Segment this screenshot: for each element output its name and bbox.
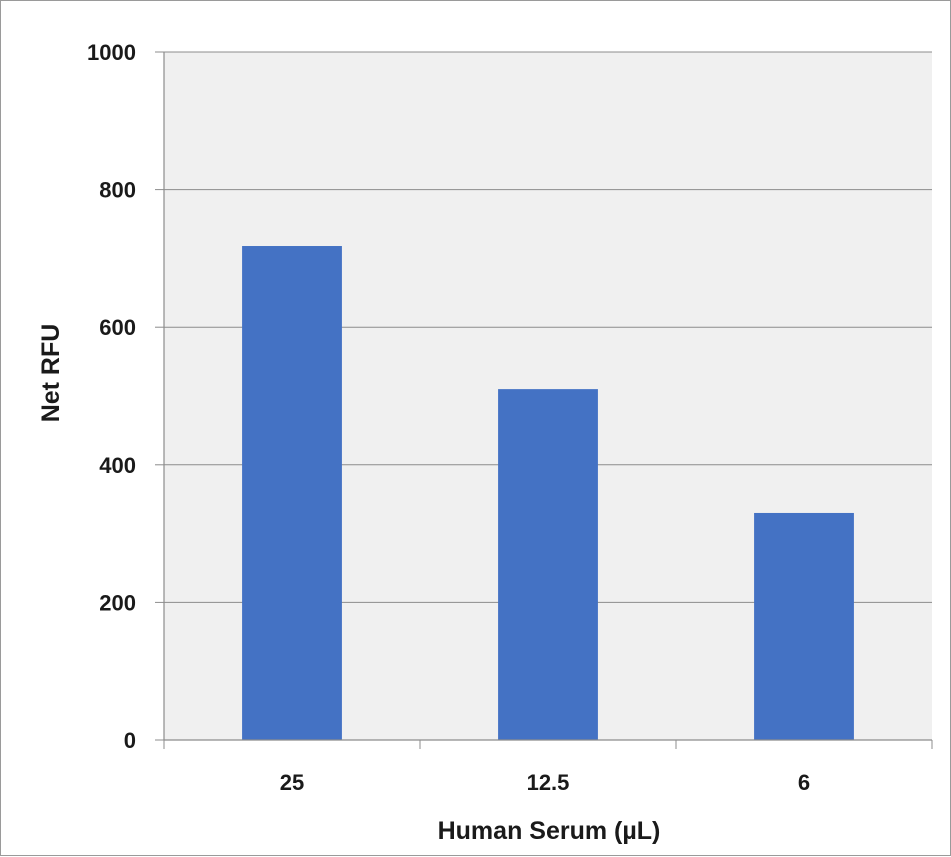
x-tick-label: 12.5	[527, 770, 570, 795]
y-tick-label: 800	[99, 178, 136, 203]
axes	[163, 52, 933, 749]
bar	[498, 389, 598, 740]
x-tick-label: 25	[280, 770, 304, 795]
y-tick-label: 200	[99, 590, 136, 615]
x-axis-title: Human Serum (µL)	[438, 817, 661, 845]
y-tick-label: 600	[99, 315, 136, 340]
x-tick-label: 6	[798, 770, 810, 795]
y-tick-label: 400	[99, 453, 136, 478]
y-axis-title: Net RFU	[37, 324, 65, 423]
y-tick-label: 0	[124, 728, 136, 753]
bar	[242, 246, 342, 741]
y-tick-labels: 0 200 400 600 800 1000	[87, 40, 136, 753]
bars	[242, 246, 854, 741]
bar	[754, 512, 854, 740]
y-tick-label: 1000	[87, 40, 136, 65]
x-tick-labels: 25 12.5 6	[280, 770, 810, 795]
